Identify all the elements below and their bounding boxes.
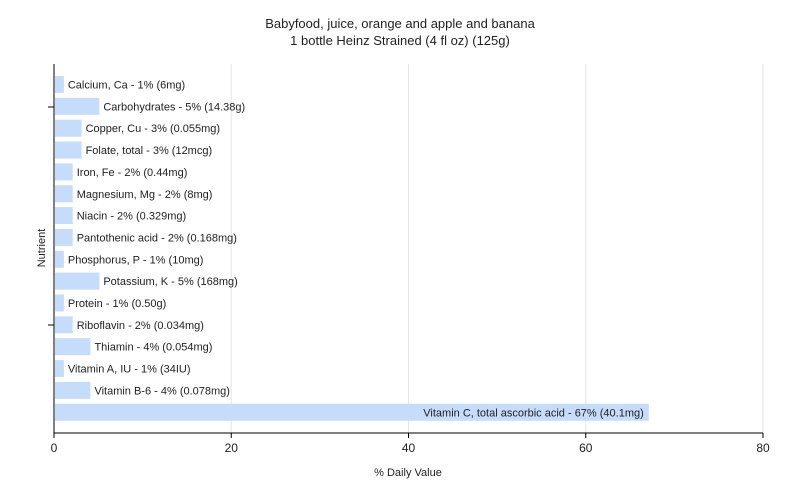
bar-label: Calcium, Ca - 1% (6mg) (68, 80, 185, 92)
bar (55, 272, 100, 290)
bars (55, 76, 649, 421)
bar-label: Vitamin A, IU - 1% (34IU) (68, 364, 191, 376)
bar-label: Magnesium, Mg - 2% (8mg) (77, 189, 213, 201)
bar (55, 97, 100, 115)
bar-label: Protein - 1% (0.50g) (68, 298, 166, 310)
bar (55, 360, 64, 378)
bar (55, 338, 91, 356)
chart-subtitle: 1 bottle Heinz Strained (4 fl oz) (125g) (290, 33, 510, 48)
bar (55, 403, 649, 421)
bar (55, 185, 73, 203)
bar (55, 316, 73, 334)
bar-label: Iron, Fe - 2% (0.44mg) (77, 167, 188, 179)
bar-label: Potassium, K - 5% (168mg) (103, 276, 238, 288)
y-axis-title: Nutrient (36, 229, 48, 268)
bar-label: Riboflavin - 2% (0.034mg) (77, 320, 204, 332)
bar-label: Copper, Cu - 3% (0.055mg) (86, 123, 221, 135)
bar-label: Thiamin - 4% (0.054mg) (94, 342, 212, 354)
bar-label: Carbohydrates - 5% (14.38g) (103, 101, 245, 113)
bar-label: Phosphorus, P - 1% (10mg) (68, 254, 204, 266)
bar (55, 381, 91, 399)
bar (55, 294, 64, 312)
bar-label: Vitamin C, total ascorbic acid - 67% (40… (423, 407, 644, 419)
chart-title: Babyfood, juice, orange and apple and ba… (265, 16, 535, 31)
bar (55, 119, 82, 137)
bar-label: Vitamin B-6 - 4% (0.078mg) (94, 385, 230, 397)
axes: 0 20 40 60 80 (48, 64, 770, 455)
bar-label: Niacin - 2% (0.329mg) (77, 211, 186, 223)
x-tick-label: 40 (402, 441, 416, 455)
bar (55, 163, 73, 181)
bar (55, 141, 82, 159)
bar (55, 76, 64, 93)
x-axis-title: % Daily Value (374, 467, 442, 479)
x-tick-label: 0 (51, 441, 58, 455)
bar-labels: Calcium, Ca - 1% (6mg) Carbohydrates - 5%… (68, 80, 644, 420)
bar-label: Folate, total - 3% (12mcg) (86, 145, 213, 157)
bar-label: Pantothenic acid - 2% (0.168mg) (77, 232, 237, 244)
x-tick-label: 60 (579, 441, 593, 455)
bar (55, 228, 73, 246)
x-tick-label: 80 (756, 441, 770, 455)
bar (55, 207, 73, 225)
bar (55, 250, 64, 268)
gridlines (230, 64, 764, 433)
x-tick-label: 20 (225, 441, 239, 455)
